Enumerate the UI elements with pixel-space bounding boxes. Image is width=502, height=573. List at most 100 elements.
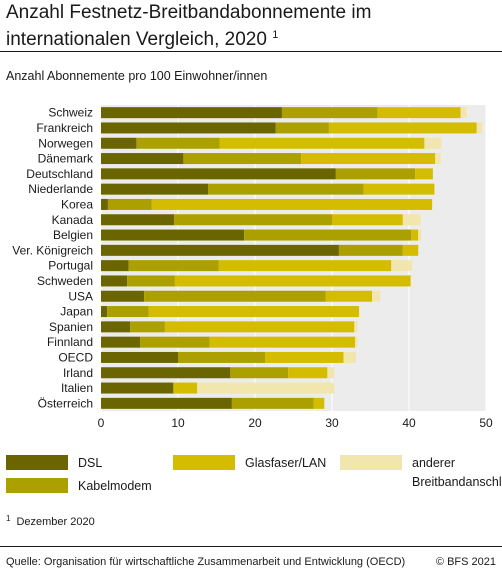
bar-segment-kabelmodem (230, 367, 289, 379)
bar-segment-dsl (101, 244, 339, 256)
bar-segment-dsl (101, 168, 336, 180)
legend-swatch (173, 455, 235, 470)
bar-segment-dsl (101, 321, 131, 333)
bar-segment-glasfaser-lan (173, 382, 198, 394)
bar-segment-glasfaser-lan (411, 229, 419, 241)
category-label: Belgien (53, 228, 93, 242)
bar-row-frankreich (101, 122, 483, 134)
bar-segment-anderer-breitbandanschluss (476, 122, 483, 134)
legend: DSL Kabelmodem Glasfaser/LAN anderer Breitba… (6, 455, 502, 493)
category-label: Irland (63, 366, 93, 380)
bar-segment-glasfaser-lan (219, 137, 425, 149)
bar-segment-kabelmodem (144, 290, 326, 302)
category-label: Portugal (48, 259, 93, 273)
bar-segment-dsl (101, 275, 128, 287)
source-text: Quelle: Organisation für wirtschaftliche… (6, 556, 406, 568)
x-tick-label: 30 (325, 416, 339, 430)
bar-segment-anderer-breitbandanschluss (391, 260, 413, 272)
bar-segment-kabelmodem (208, 183, 364, 195)
bar-row-usa (101, 290, 381, 302)
bar-row-oecd (101, 351, 356, 363)
bar-row-schweden (101, 275, 412, 287)
copyright-text: © BFS 2021 (435, 556, 496, 568)
x-tick-label: 10 (171, 416, 185, 430)
bar-segment-glasfaser-lan (151, 198, 433, 210)
footnote-text: Dezember 2020 (16, 516, 95, 528)
bar-segment-glasfaser-lan (265, 351, 344, 363)
footer-rule (0, 546, 502, 547)
bar-segment-kabelmodem (107, 198, 152, 210)
bar-segment-anderer-breitbandanschluss (197, 382, 335, 394)
bar-segment-glasfaser-lan (328, 122, 477, 134)
bar-segment-glasfaser-lan (148, 306, 359, 318)
bar-segment-anderer-breitbandanschluss (355, 336, 358, 348)
category-label: Finnland (47, 335, 93, 349)
chart-title: Anzahl Festnetz-Breitbandabonnemente im i… (6, 2, 496, 51)
bar-row-italien (101, 382, 335, 394)
bar-row-niederlande (101, 183, 435, 195)
bar-segment-glasfaser-lan (377, 107, 461, 119)
bar-segment-dsl (101, 122, 276, 134)
category-label: Frankreich (36, 121, 93, 135)
bar-segment-dsl (101, 306, 108, 318)
x-tick-label: 40 (402, 416, 416, 430)
bar-row-schweiz (101, 107, 467, 119)
bar-segment-anderer-breitbandanschluss (372, 290, 381, 302)
bar-segment-kabelmodem (140, 336, 210, 348)
category-label: Spanien (49, 320, 93, 334)
bar-segment-dsl (101, 183, 209, 195)
title-line-2: internationalen Vergleich, 2020 (6, 29, 267, 50)
category-label: Schweden (37, 274, 93, 288)
bar-segment-glasfaser-lan (332, 214, 403, 226)
bar-segment-anderer-breitbandanschluss (343, 351, 356, 363)
legend-label: Breitbandanschluss (412, 475, 502, 489)
category-label: Schweiz (48, 106, 93, 120)
bar-segment-glasfaser-lan (415, 168, 433, 180)
bar-segment-kabelmodem (128, 260, 219, 272)
category-label: USA (68, 289, 93, 303)
bar-row-korea (101, 198, 433, 210)
bar-row-deutschland (101, 168, 433, 180)
legend-label: Glasfaser/LAN (245, 456, 326, 470)
legend-swatch (340, 455, 402, 470)
bar-segment-anderer-breitbandanschluss (410, 275, 412, 287)
bar-row-danemark (101, 153, 441, 165)
x-tick-label: 0 (98, 416, 105, 430)
category-label: Kanada (52, 213, 94, 227)
legend-item-kabelmodem: Kabelmodem (6, 478, 152, 493)
title-line-1: Anzahl Festnetz-Breitbandabonnemente im (6, 2, 372, 23)
bar-segment-kabelmodem (127, 275, 175, 287)
bar-segment-anderer-breitbandanschluss (424, 137, 442, 149)
bar-segment-glasfaser-lan (174, 275, 411, 287)
category-label: Norwegen (38, 136, 93, 150)
x-axis-tick-labels: 0 10 20 30 40 50 (98, 416, 493, 430)
x-tick-label: 50 (479, 416, 493, 430)
bar-segment-kabelmodem (338, 244, 403, 256)
bar-segment-dsl (101, 198, 108, 210)
bar-segment-anderer-breitbandanschluss (435, 153, 441, 165)
bar-segment-anderer-breitbandanschluss (418, 229, 422, 241)
category-label: Ver. Königreich (12, 243, 93, 257)
bar-row-belgien (101, 229, 422, 241)
bar-segment-kabelmodem (231, 397, 314, 409)
category-label: Dänemark (38, 152, 94, 166)
bar-segment-glasfaser-lan (301, 153, 436, 165)
category-label: Italien (61, 381, 93, 395)
bar-segment-kabelmodem (136, 137, 220, 149)
bar-row-ver-konigreich (101, 244, 419, 256)
bar-segment-dsl (101, 229, 245, 241)
legend-item-dsl: DSL (6, 455, 102, 470)
bar-segment-kabelmodem (174, 214, 332, 226)
bar-segment-dsl (101, 382, 174, 394)
bar-segment-dsl (101, 260, 129, 272)
bar-segment-glasfaser-lan (363, 183, 435, 195)
bar-segment-dsl (101, 290, 145, 302)
bar-segment-dsl (101, 107, 282, 119)
plot-background (101, 105, 486, 411)
category-label: Deutschland (26, 167, 93, 181)
bar-segment-anderer-breitbandanschluss (460, 107, 467, 119)
bar-segment-dsl (101, 214, 175, 226)
bar-row-kanada (101, 214, 421, 226)
